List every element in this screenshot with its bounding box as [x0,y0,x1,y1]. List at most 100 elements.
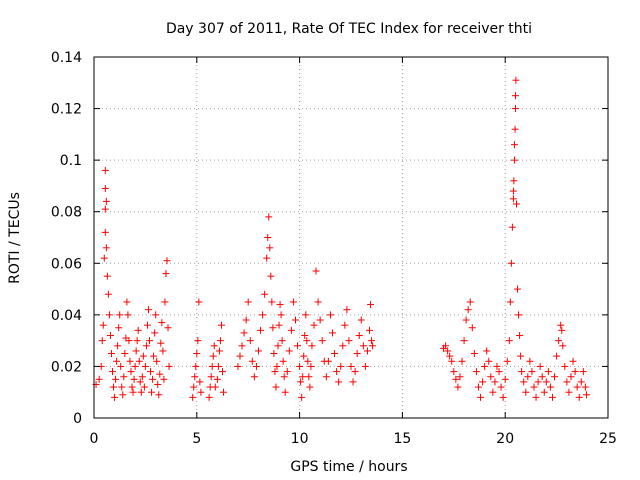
data-point [510,141,518,149]
data-point [575,393,583,401]
data-point [104,290,112,298]
data-point [257,326,265,334]
data-point [481,362,489,370]
data-point [582,391,590,399]
data-point [107,350,115,358]
x-tick-label: 0 [90,431,99,447]
data-point [505,337,513,345]
data-point [216,337,224,345]
data-point [269,324,277,332]
data-point [134,326,142,334]
plot-frame [93,56,609,419]
data-point [189,393,197,401]
data-point [542,378,550,386]
data-point [312,267,320,275]
data-point [149,375,157,383]
data-point [196,378,204,386]
data-point [452,375,460,383]
data-point [283,368,291,376]
data-point [128,383,136,391]
data-point [450,368,458,376]
data-point [353,350,361,358]
data-point [131,362,139,370]
data-point [567,373,575,381]
data-point [165,362,173,370]
data-point [462,316,470,324]
data-point [244,298,252,306]
y-tick-label: 0.08 [51,205,82,221]
data-point [191,373,199,381]
data-point [271,368,279,376]
data-point [111,393,119,401]
data-point [124,311,132,319]
data-point [207,373,215,381]
data-point [310,321,318,329]
data-point [300,352,308,360]
data-point [236,352,244,360]
data-point [270,350,278,358]
data-point [127,368,135,376]
data-point [316,316,324,324]
data-point [254,347,262,355]
data-point [302,311,310,319]
data-point [147,368,155,376]
data-point [98,337,106,345]
data-point [252,362,260,370]
data-point [115,324,123,332]
data-point [126,357,134,365]
data-point [515,311,523,319]
data-point [195,298,203,306]
data-point [246,337,254,345]
data-point [571,368,579,376]
data-point [268,298,276,306]
y-tick-label: 0.02 [51,359,82,375]
data-point [359,342,367,350]
data-point [102,244,110,252]
data-point [272,383,280,391]
data-point [276,301,284,309]
data-point [559,342,567,350]
data-point [146,337,154,345]
data-point [137,388,145,396]
data-point [483,347,491,355]
data-point [101,166,109,174]
data-point [267,272,275,280]
data-point [152,311,160,319]
data-point [220,388,228,396]
data-point [516,331,524,339]
data-point [363,347,371,355]
data-point [275,321,283,329]
data-point [161,298,169,306]
y-tick-label: 0.12 [51,102,82,118]
data-point [100,254,108,262]
data-point [238,342,246,350]
data-point [194,337,202,345]
data-point [511,125,519,133]
data-point [150,352,158,360]
data-point [464,306,472,314]
data-point [448,357,456,365]
data-point [248,357,256,365]
data-point [507,259,515,267]
data-point [114,342,122,350]
data-point [517,352,525,360]
data-point [479,378,487,386]
data-point [485,357,493,365]
data-point [280,373,288,381]
data-point [487,373,495,381]
data-point [101,185,109,193]
data-point [273,362,281,370]
data-point [337,362,345,370]
data-point [261,290,269,298]
data-point [493,362,501,370]
data-point [250,373,258,381]
data-point [558,326,566,334]
data-point [581,383,589,391]
data-point [99,321,107,329]
data-point [489,388,497,396]
data-point [95,375,103,383]
data-point [140,383,148,391]
x-axis-label: GPS time / hours [290,459,407,475]
